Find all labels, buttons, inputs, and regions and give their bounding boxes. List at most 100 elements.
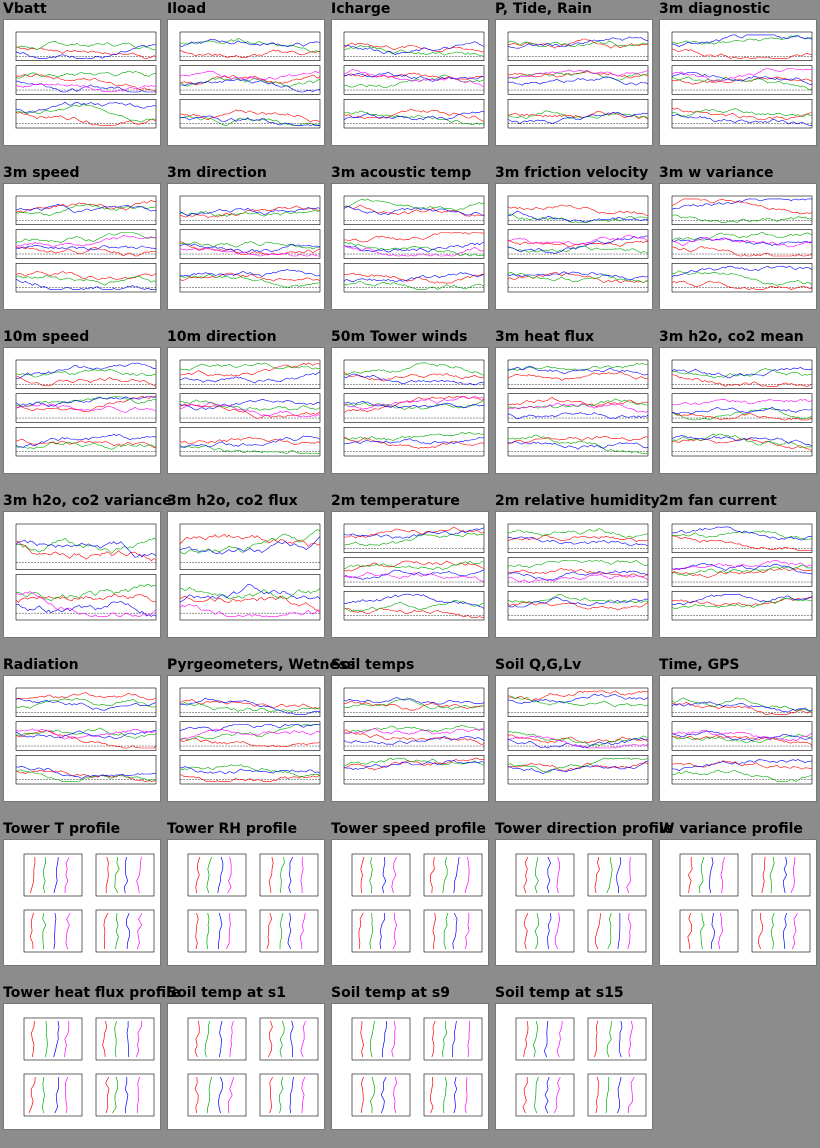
plot-image bbox=[15, 31, 157, 129]
plot-thumbnail-tower-direction-profile[interactable] bbox=[495, 839, 653, 966]
plot-cell-3m-h2o-co2-flux: 3m h2o, co2 flux bbox=[164, 492, 328, 656]
plot-thumbnail-3m-diagnostic[interactable] bbox=[659, 19, 817, 146]
plot-thumbnail-soil-temp-at-s15[interactable] bbox=[495, 1003, 653, 1130]
plot-title: Radiation bbox=[3, 657, 79, 673]
plot-cell-2m-relative-humidity: 2m relative humidity bbox=[492, 492, 660, 656]
plot-cell-iload: Iload bbox=[164, 0, 328, 164]
plot-title: 3m friction velocity bbox=[495, 165, 649, 181]
plot-cell-3m-h2o-co2-variance: 3m h2o, co2 variance bbox=[0, 492, 172, 656]
plot-title: Soil temps bbox=[331, 657, 415, 673]
plot-thumbnail-icharge[interactable] bbox=[331, 19, 489, 146]
plot-thumbnail-w-variance-profile[interactable] bbox=[659, 839, 817, 966]
plot-thumbnail-3m-h2o-co2-variance[interactable] bbox=[3, 511, 161, 638]
plot-thumbnail-3m-w-variance[interactable] bbox=[659, 183, 817, 310]
plot-image bbox=[679, 853, 811, 953]
plot-title: Soil temp at s1 bbox=[167, 985, 286, 1001]
plot-thumbnail-3m-friction-velocity[interactable] bbox=[495, 183, 653, 310]
plot-thumbnail-2m-relative-humidity[interactable] bbox=[495, 511, 653, 638]
plot-cell-radiation: Radiation bbox=[0, 656, 164, 820]
plot-thumbnail-pyrgeometers-wetness[interactable] bbox=[167, 675, 325, 802]
plot-thumbnail-3m-heat-flux[interactable] bbox=[495, 347, 653, 474]
plot-image bbox=[671, 523, 813, 621]
plot-image bbox=[515, 1017, 647, 1117]
plot-thumbnail-vbatt[interactable] bbox=[3, 19, 161, 146]
plot-image bbox=[507, 195, 649, 293]
plot-title: Soil Q,G,Lv bbox=[495, 657, 582, 673]
plot-thumbnail-tower-speed-profile[interactable] bbox=[331, 839, 489, 966]
plot-cell-3m-w-variance: 3m w variance bbox=[656, 164, 820, 328]
plot-cell-p-tide-rain: P, Tide, Rain bbox=[492, 0, 656, 164]
plot-thumbnail-radiation[interactable] bbox=[3, 675, 161, 802]
plot-thumbnail-time-gps[interactable] bbox=[659, 675, 817, 802]
plot-image bbox=[15, 359, 157, 457]
plot-image bbox=[23, 1017, 155, 1117]
plot-cell-10m-direction: 10m direction bbox=[164, 328, 328, 492]
plot-thumbnail-iload[interactable] bbox=[167, 19, 325, 146]
plot-title: Tower T profile bbox=[3, 821, 121, 837]
plot-image bbox=[343, 523, 485, 621]
plot-cell-10m-speed: 10m speed bbox=[0, 328, 164, 492]
plot-image bbox=[179, 359, 321, 457]
plot-thumbnail-50m-tower-winds[interactable] bbox=[331, 347, 489, 474]
plot-cell-pyrgeometers-wetness: Pyrgeometers, Wetness bbox=[164, 656, 356, 820]
plot-thumbnail-tower-rh-profile[interactable] bbox=[167, 839, 325, 966]
plot-image bbox=[507, 523, 649, 621]
plot-thumbnail-p-tide-rain[interactable] bbox=[495, 19, 653, 146]
plot-image bbox=[179, 31, 321, 129]
plot-cell-soil-temps: Soil temps bbox=[328, 656, 492, 820]
plot-title: 2m temperature bbox=[331, 493, 460, 509]
plot-cell-vbatt: Vbatt bbox=[0, 0, 164, 164]
plot-title: 3m speed bbox=[3, 165, 80, 181]
plot-image bbox=[671, 195, 813, 293]
plot-thumbnail-3m-acoustic-temp[interactable] bbox=[331, 183, 489, 310]
plot-cell-3m-direction: 3m direction bbox=[164, 164, 328, 328]
plot-title: 3m h2o, co2 mean bbox=[659, 329, 804, 345]
plot-image bbox=[671, 31, 813, 129]
plot-cell-3m-heat-flux: 3m heat flux bbox=[492, 328, 656, 492]
plot-thumbnail-soil-q-g-lv[interactable] bbox=[495, 675, 653, 802]
plot-cell-tower-rh-profile: Tower RH profile bbox=[164, 820, 328, 984]
plot-image bbox=[187, 1017, 319, 1117]
plot-title: Tower direction profile bbox=[495, 821, 674, 837]
plot-cell-tower-t-profile: Tower T profile bbox=[0, 820, 164, 984]
plot-thumbnail-10m-speed[interactable] bbox=[3, 347, 161, 474]
plot-thumbnail-2m-temperature[interactable] bbox=[331, 511, 489, 638]
plot-title: Tower RH profile bbox=[167, 821, 298, 837]
plot-image bbox=[15, 523, 157, 621]
plot-title: 3m w variance bbox=[659, 165, 774, 181]
plot-title: Tower speed profile bbox=[331, 821, 486, 837]
plot-thumbnail-soil-temp-at-s1[interactable] bbox=[167, 1003, 325, 1130]
plot-cell-3m-friction-velocity: 3m friction velocity bbox=[492, 164, 656, 328]
plot-thumbnail-3m-h2o-co2-flux[interactable] bbox=[167, 511, 325, 638]
plot-image bbox=[187, 853, 319, 953]
plot-title: 3m acoustic temp bbox=[331, 165, 472, 181]
plot-image bbox=[15, 195, 157, 293]
plot-image bbox=[507, 359, 649, 457]
plot-title: 2m fan current bbox=[659, 493, 777, 509]
plot-cell-soil-q-g-lv: Soil Q,G,Lv bbox=[492, 656, 656, 820]
plot-thumbnail-soil-temp-at-s9[interactable] bbox=[331, 1003, 489, 1130]
plot-thumbnail-10m-direction[interactable] bbox=[167, 347, 325, 474]
plot-thumbnail-3m-h2o-co2-mean[interactable] bbox=[659, 347, 817, 474]
plot-thumbnail-tower-heat-flux-profile[interactable] bbox=[3, 1003, 161, 1130]
plot-title: 3m h2o, co2 variance bbox=[3, 493, 172, 509]
plot-title: 2m relative humidity bbox=[495, 493, 660, 509]
plot-title: 50m Tower winds bbox=[331, 329, 468, 345]
plot-title: 3m heat flux bbox=[495, 329, 595, 345]
plot-thumbnail-3m-speed[interactable] bbox=[3, 183, 161, 310]
plot-title: 3m diagnostic bbox=[659, 1, 771, 17]
plot-thumbnail-2m-fan-current[interactable] bbox=[659, 511, 817, 638]
plot-thumbnail-tower-t-profile[interactable] bbox=[3, 839, 161, 966]
plot-image bbox=[15, 687, 157, 785]
plot-image bbox=[671, 687, 813, 785]
plot-image bbox=[179, 687, 321, 785]
plot-image bbox=[23, 853, 155, 953]
plot-image bbox=[351, 1017, 483, 1117]
plot-image bbox=[343, 687, 485, 785]
plot-thumbnail-soil-temps[interactable] bbox=[331, 675, 489, 802]
plot-image bbox=[515, 853, 647, 953]
plot-thumbnail-3m-direction[interactable] bbox=[167, 183, 325, 310]
plot-title: Time, GPS bbox=[659, 657, 740, 673]
plot-cell-3m-diagnostic: 3m diagnostic bbox=[656, 0, 820, 164]
plot-cell-tower-heat-flux-profile: Tower heat flux profile bbox=[0, 984, 180, 1148]
